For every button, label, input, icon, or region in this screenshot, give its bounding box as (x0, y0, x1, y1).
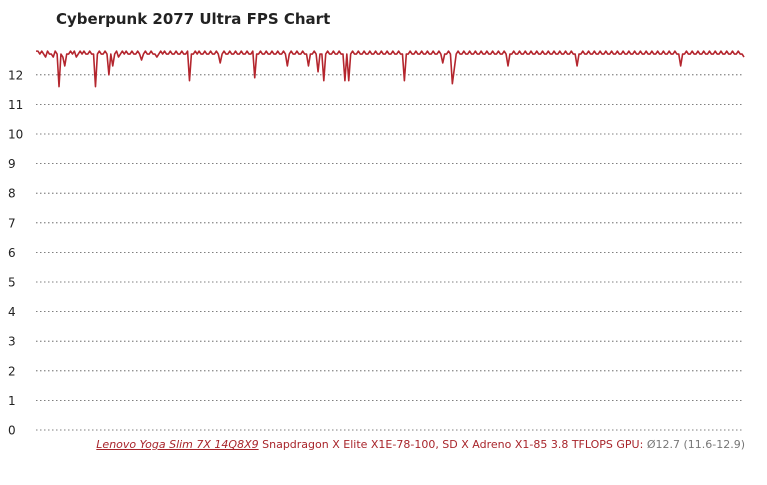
legend-device-link[interactable]: Lenovo Yoga Slim 7X 14Q8X9 (96, 438, 259, 451)
y-tick-label-5: 5 (8, 276, 16, 290)
y-tick-label-6: 6 (8, 246, 16, 260)
y-tick-label-11: 11 (8, 98, 23, 112)
y-tick-label-0: 0 (8, 424, 16, 438)
legend-device-spec: Snapdragon X Elite X1E-78-100, SD X Adre… (262, 438, 644, 451)
y-tick-label-8: 8 (8, 187, 16, 201)
y-tick-label-4: 4 (8, 305, 16, 319)
y-tick-label-10: 10 (8, 128, 23, 142)
gridlines (36, 74, 744, 431)
legend-fps-stats: Ø12.7 (11.6-12.9) (646, 438, 745, 451)
series-line-0 (36, 50, 745, 88)
y-tick-label-12: 12 (8, 68, 23, 82)
y-tick-label-9: 9 (8, 157, 16, 171)
y-tick-label-2: 2 (8, 364, 16, 378)
legend: Lenovo Yoga Slim 7X 14Q8X9 Snapdragon X … (96, 438, 745, 451)
y-tick-label-3: 3 (8, 335, 16, 349)
y-tick-label-1: 1 (8, 394, 16, 408)
chart-title: Cyberpunk 2077 Ultra FPS Chart (56, 10, 331, 28)
y-tick-label-7: 7 (8, 216, 16, 230)
series-layer (36, 50, 745, 88)
